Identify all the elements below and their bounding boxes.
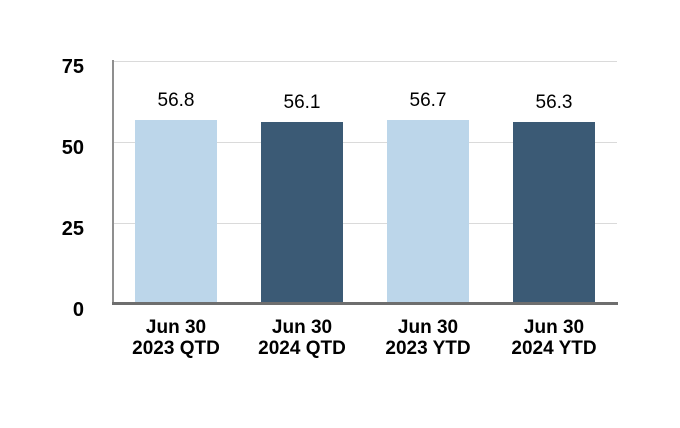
y-tick-label-0: 0	[72, 299, 84, 321]
gridline-50	[113, 141, 617, 143]
y-tick-label-25: 25	[61, 218, 84, 240]
category-label-0: Jun 30 2023 QTD	[113, 317, 239, 359]
category-label-line1: Jun 30	[271, 317, 333, 338]
bar-0	[135, 119, 217, 304]
gridline-25	[113, 222, 617, 224]
gridline-75	[113, 60, 617, 62]
plot-area	[113, 60, 617, 304]
x-axis-line	[112, 302, 618, 305]
y-tick-label-50: 50	[61, 137, 84, 159]
category-label-2: Jun 30 2023 YTD	[365, 317, 491, 359]
category-label-line2: 2024 YTD	[511, 338, 597, 359]
bar-2	[387, 120, 469, 304]
y-tick-label-75: 75	[61, 56, 84, 78]
y-axis-line	[112, 60, 114, 305]
bar-1	[261, 122, 343, 304]
category-label-line1: Jun 30	[145, 317, 207, 338]
category-label-line2: 2024 QTD	[258, 338, 346, 359]
bar-value-label-3: 56.3	[535, 91, 573, 113]
category-label-1: Jun 30 2024 QTD	[239, 317, 365, 359]
category-label-line2: 2023 QTD	[132, 338, 220, 359]
category-label-line1: Jun 30	[397, 317, 459, 338]
bar-value-label-0: 56.8	[157, 89, 195, 111]
bar-value-label-1: 56.1	[283, 92, 321, 114]
category-label-line2: 2023 YTD	[385, 338, 471, 359]
bar-value-label-2: 56.7	[409, 90, 447, 112]
category-label-line1: Jun 30	[523, 317, 585, 338]
bar-3	[513, 121, 595, 304]
category-label-3: Jun 30 2024 YTD	[491, 317, 617, 359]
